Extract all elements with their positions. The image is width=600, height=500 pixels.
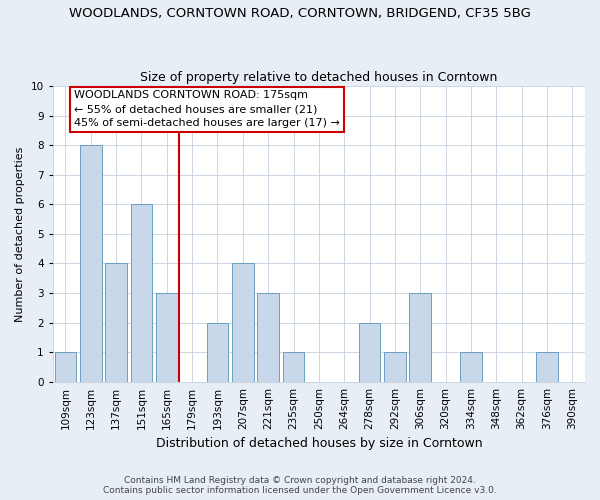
Title: Size of property relative to detached houses in Corntown: Size of property relative to detached ho… (140, 70, 497, 84)
Y-axis label: Number of detached properties: Number of detached properties (15, 146, 25, 322)
Bar (384, 352, 406, 382)
Bar (232, 264, 254, 382)
Text: WOODLANDS, CORNTOWN ROAD, CORNTOWN, BRIDGEND, CF35 5BG: WOODLANDS, CORNTOWN ROAD, CORNTOWN, BRID… (69, 8, 531, 20)
Bar (106, 264, 127, 382)
Bar (206, 322, 228, 382)
Bar (536, 352, 558, 382)
Text: WOODLANDS CORNTOWN ROAD: 175sqm
← 55% of detached houses are smaller (21)
45% of: WOODLANDS CORNTOWN ROAD: 175sqm ← 55% of… (74, 90, 340, 128)
X-axis label: Distribution of detached houses by size in Corntown: Distribution of detached houses by size … (155, 437, 482, 450)
Text: Contains HM Land Registry data © Crown copyright and database right 2024.
Contai: Contains HM Land Registry data © Crown c… (103, 476, 497, 495)
Bar (55, 352, 76, 382)
Bar (283, 352, 304, 382)
Bar (460, 352, 482, 382)
Bar (359, 322, 380, 382)
Bar (257, 293, 279, 382)
Bar (156, 293, 178, 382)
Bar (409, 293, 431, 382)
Bar (80, 145, 101, 382)
Bar (131, 204, 152, 382)
